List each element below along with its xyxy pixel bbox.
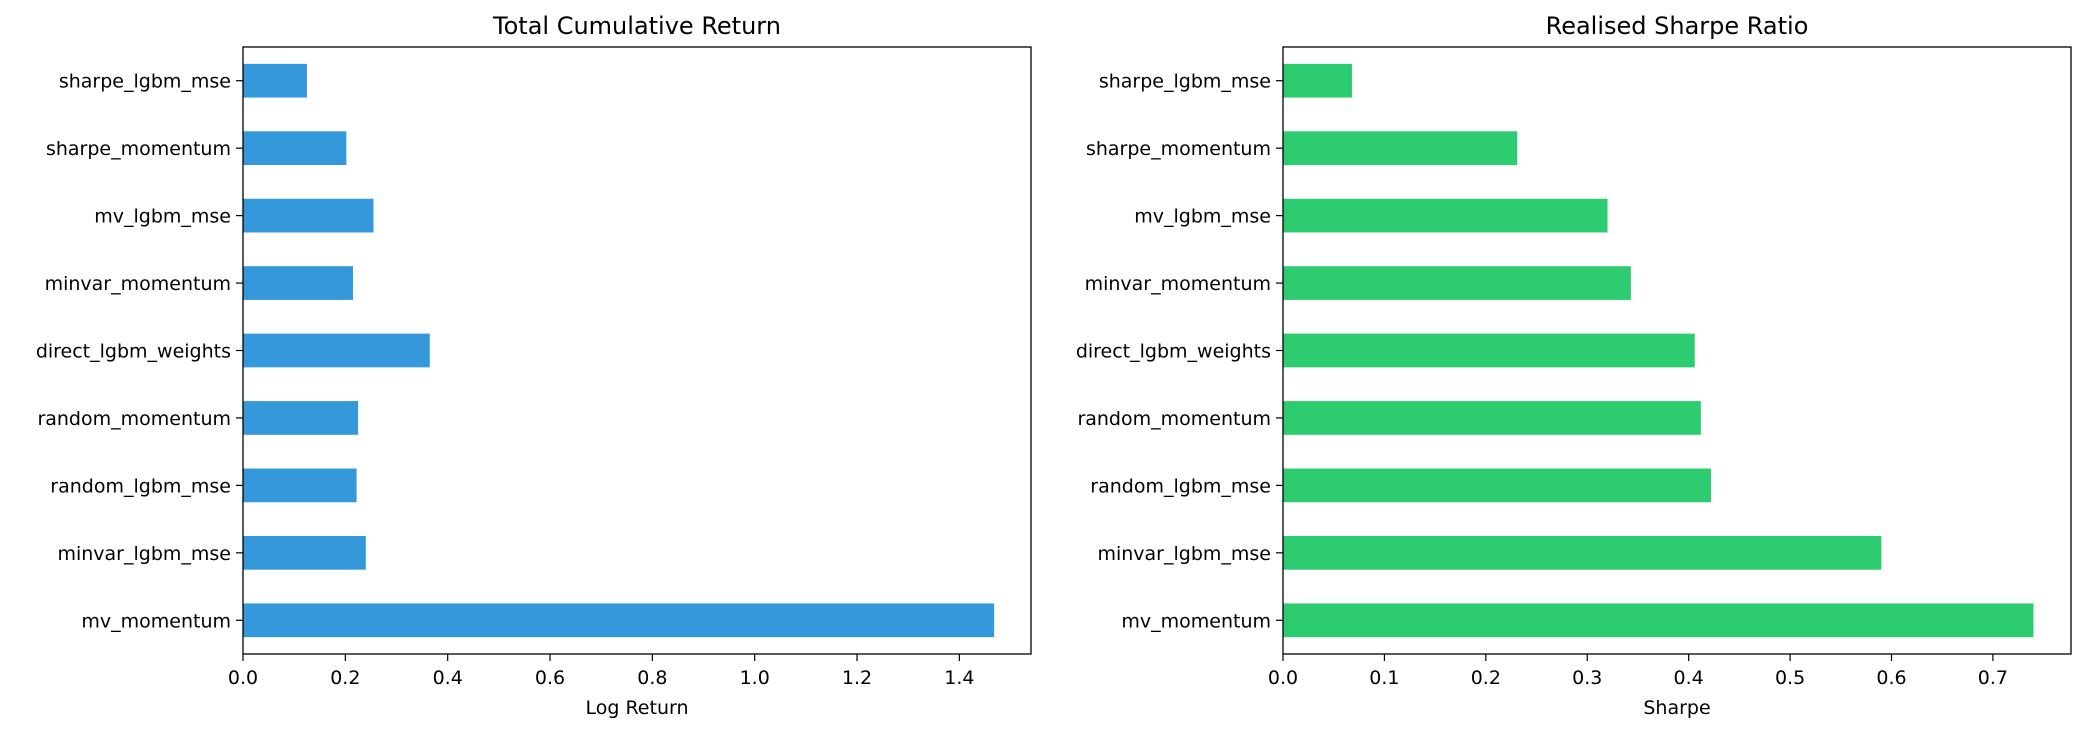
- y-tick-label: mv_momentum: [1121, 610, 1271, 632]
- x-tick-group: 0.0 0.1 0.2 0.3 0.4 0.5 0.6 0.7: [1268, 654, 2008, 689]
- x-tick-label: 0.0: [228, 667, 258, 689]
- bar-sharpe-lgbm-mse: [243, 63, 307, 98]
- chart-title: Realised Sharpe Ratio: [1546, 12, 1809, 40]
- x-tick-label: 0.0: [1268, 667, 1298, 689]
- y-tick-label: sharpe_momentum: [1086, 138, 1271, 160]
- plot-frame: [1282, 46, 2072, 655]
- bar-direct-lgbm-weights: [243, 333, 430, 368]
- y-tick-label: minvar_lgbm_mse: [1097, 543, 1271, 565]
- y-tick-group: mv_momentum minvar_lgbm_mse random_lgbm_ms…: [36, 71, 243, 632]
- y-tick-label: mv_lgbm_mse: [94, 206, 231, 228]
- x-tick-label: 1.2: [842, 667, 872, 689]
- x-tick-label: 0.7: [1978, 667, 2008, 689]
- y-tick-label: minvar_momentum: [1085, 273, 1271, 295]
- bar-sharpe-momentum: [1283, 131, 1518, 166]
- bar-random-momentum: [1283, 401, 1701, 435]
- bar-minvar-momentum: [1283, 266, 1631, 300]
- y-tick-label: sharpe_momentum: [46, 138, 231, 160]
- y-tick-label: random_momentum: [1077, 408, 1271, 430]
- plot-frame: [242, 46, 1032, 655]
- y-tick-label: sharpe_lgbm_mse: [59, 71, 231, 93]
- x-tick-label: 0.3: [1572, 667, 1602, 689]
- bars-group: [1283, 63, 2034, 638]
- sharpe-ratio-panel: Realised Sharpe Ratio Sharpe mv_momentum…: [1076, 12, 2072, 719]
- y-tick-label: random_lgbm_mse: [1090, 475, 1271, 497]
- bar-sharpe-momentum: [243, 131, 347, 166]
- x-tick-label: 0.2: [330, 667, 360, 689]
- bar-direct-lgbm-weights: [1283, 333, 1695, 368]
- x-tick-label: 0.5: [1775, 667, 1805, 689]
- x-tick-label: 0.1: [1369, 667, 1399, 689]
- chart-title: Total Cumulative Return: [492, 12, 781, 40]
- y-tick-label: direct_lgbm_weights: [1076, 341, 1271, 363]
- x-tick-label: 0.6: [535, 667, 565, 689]
- bar-mv-momentum: [243, 603, 995, 638]
- x-tick-label: 0.6: [1876, 667, 1906, 689]
- y-tick-label: mv_lgbm_mse: [1134, 206, 1271, 228]
- y-tick-label: mv_momentum: [81, 610, 231, 632]
- bar-random-momentum: [243, 401, 359, 435]
- x-axis-label: Log Return: [585, 697, 688, 719]
- cumulative-return-panel: Total Cumulative Return Log Return mv_mo…: [36, 12, 1032, 719]
- y-tick-label: minvar_momentum: [45, 273, 231, 295]
- x-tick-label: 0.2: [1471, 667, 1501, 689]
- bars-group: [243, 63, 995, 638]
- bar-random-lgbm-mse: [243, 468, 357, 503]
- bar-minvar-momentum: [243, 266, 354, 300]
- bar-mv-lgbm-mse: [1283, 198, 1608, 233]
- bar-minvar-lgbm-mse: [1283, 535, 1882, 570]
- x-tick-label: 1.4: [944, 667, 974, 689]
- x-tick-label: 0.8: [637, 667, 667, 689]
- y-tick-label: random_lgbm_mse: [50, 475, 231, 497]
- bar-sharpe-lgbm-mse: [1283, 63, 1352, 98]
- x-tick-label: 0.4: [1674, 667, 1704, 689]
- x-tick-label: 1.0: [740, 667, 770, 689]
- bar-random-lgbm-mse: [1283, 468, 1711, 503]
- bar-mv-lgbm-mse: [243, 198, 374, 233]
- x-tick-label: 0.4: [433, 667, 463, 689]
- y-tick-label: sharpe_lgbm_mse: [1099, 71, 1271, 93]
- y-tick-label: minvar_lgbm_mse: [57, 543, 231, 565]
- bar-mv-momentum: [1283, 603, 2034, 638]
- x-tick-group: 0.0 0.2 0.4 0.6 0.8 1.0 1.2 1.4: [228, 654, 974, 689]
- y-tick-label: direct_lgbm_weights: [36, 341, 231, 363]
- y-tick-label: random_momentum: [37, 408, 231, 430]
- x-axis-label: Sharpe: [1643, 697, 1710, 719]
- y-tick-group: mv_momentum minvar_lgbm_mse random_lgbm_ms…: [1076, 71, 1283, 632]
- bar-minvar-lgbm-mse: [243, 535, 366, 570]
